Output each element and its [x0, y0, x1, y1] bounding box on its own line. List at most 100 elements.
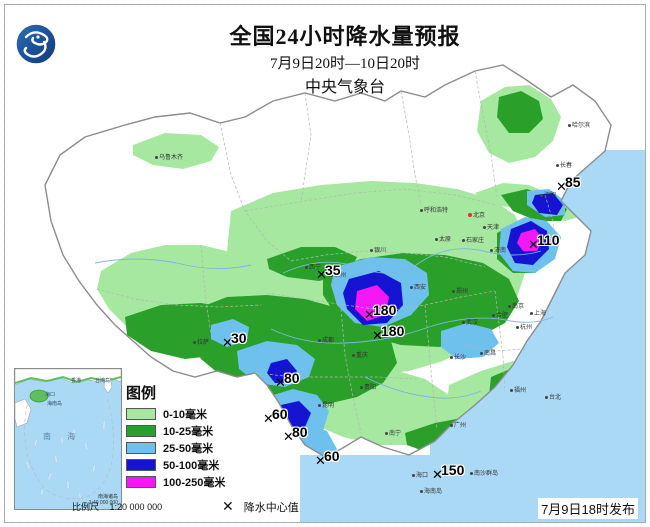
city-name: 昆明	[322, 403, 335, 409]
city-name: 成都	[322, 338, 335, 344]
title-block: 全国24小时降水量预报 7月9日20时—10日20时 中央气象台	[180, 22, 510, 100]
city-dot-icon	[450, 355, 453, 359]
precip-center-marker-icon: ✕	[364, 307, 375, 322]
city-dot-icon	[412, 473, 415, 477]
precip-center-value: 180	[373, 302, 397, 318]
issuing-organization: 中央气象台	[304, 79, 385, 96]
precip-center-value: 150	[441, 462, 465, 478]
legend-item: 100-250毫米	[126, 474, 225, 489]
map-scale: 比例尺 1:20 000 000	[72, 500, 162, 513]
precip-center-legend-label: 降水中心值	[243, 501, 299, 514]
city-dot-icon	[492, 313, 495, 317]
scale-label: 比例尺	[72, 502, 100, 512]
precip-center-legend: ✕ 降水中心值	[222, 498, 299, 515]
city-name: 南沙群岛	[474, 471, 499, 477]
city-dot-icon	[556, 163, 559, 167]
inset-place-label: 台湾岛	[95, 378, 111, 384]
precip-center-value: 180	[381, 323, 405, 339]
city-label: 哈尔滨	[568, 120, 590, 129]
city-dot-icon	[360, 385, 363, 389]
inset-place-label: 海口	[45, 392, 56, 398]
city-dot-icon	[370, 248, 373, 252]
city-label: 兰州	[330, 270, 346, 279]
precip-center-value: 80	[284, 370, 300, 386]
city-dot-icon	[318, 403, 321, 407]
city-name: 太原	[439, 237, 452, 243]
city-dot-icon	[420, 489, 423, 493]
city-label: 贵阳	[360, 382, 376, 391]
precip-center-marker-icon: ✕	[222, 498, 234, 514]
legend-item: 50-100毫米	[126, 457, 225, 472]
legend-label: 0-10毫米	[163, 408, 208, 421]
legend-swatch	[126, 424, 156, 437]
inset-title: 南海诸岛	[97, 494, 118, 500]
city-dot-icon	[305, 265, 308, 269]
page-title: 全国24小时降水量预报	[229, 24, 461, 49]
city-dot-icon	[450, 423, 453, 427]
legend-label: 50-100毫米	[163, 459, 220, 472]
city-name: 福州	[514, 388, 527, 394]
city-name: 乌鲁木齐	[159, 155, 184, 161]
precip-center-value: 80	[292, 424, 308, 440]
city-dot-icon	[510, 388, 513, 392]
city-name: 贵阳	[364, 385, 377, 391]
precip-center-value: 85	[565, 174, 581, 190]
city-label: 天津	[483, 222, 499, 231]
inset-place-label: 香港	[71, 378, 82, 384]
city-dot-icon	[318, 338, 321, 342]
city-name: 西宁	[309, 265, 322, 271]
legend-swatch	[126, 407, 156, 420]
city-name: 上海	[534, 311, 547, 317]
city-name: 长春	[560, 163, 573, 169]
city-dot-icon	[452, 289, 455, 293]
city-dot-icon	[385, 431, 388, 435]
city-name: 台北	[549, 395, 562, 401]
city-label: 太原	[435, 234, 451, 243]
city-label: 南昌	[480, 348, 496, 357]
precip-center-marker-icon: ✕	[372, 328, 383, 343]
city-name: 西安	[414, 285, 427, 291]
city-label: 杭州	[516, 322, 532, 331]
city-name: 天津	[487, 225, 500, 231]
inset-place-label: 海南岛	[47, 401, 63, 407]
precip-center-value: 110	[537, 232, 560, 248]
legend-items: 0-10毫米 10-25毫米 25-50毫米 50-100毫米 100-250毫米	[126, 406, 225, 489]
precipitation-map	[44, 64, 612, 458]
city-dot-icon	[530, 311, 533, 315]
forecast-period: 7月9日20时—10日20时	[269, 56, 420, 72]
legend-item: 25-50毫米	[126, 440, 225, 455]
city-label: 银川	[370, 245, 386, 254]
city-label: 武汉	[462, 317, 478, 326]
city-dot-icon	[490, 248, 493, 252]
city-label: 海南岛	[420, 486, 442, 495]
city-name: 杭州	[520, 325, 533, 331]
precip-center-marker-icon: ✕	[528, 237, 539, 252]
city-name: 兰州	[334, 273, 347, 279]
city-name: 呼和浩特	[424, 208, 449, 214]
city-label: 郑州	[452, 286, 468, 295]
city-label: 沈阳	[540, 190, 556, 199]
city-label: 济南	[490, 245, 506, 254]
precip-center-marker-icon: ✕	[263, 411, 274, 426]
city-label: 合肥	[492, 310, 508, 319]
city-name: 拉萨	[197, 340, 210, 346]
inset-caption: 南海诸岛 1:40 000 000	[89, 494, 118, 506]
inset-sea-label: 南 海	[43, 432, 83, 441]
city-dot-icon	[155, 155, 158, 159]
city-name: 北京	[473, 213, 486, 219]
cma-logo	[14, 22, 58, 66]
city-dot-icon	[545, 395, 548, 399]
city-label: 福州	[510, 385, 526, 394]
legend-swatch	[126, 441, 156, 454]
city-name: 济南	[494, 248, 507, 254]
city-dot-icon	[462, 320, 465, 324]
city-dot-icon	[516, 325, 519, 329]
precip-center-marker-icon: ✕	[432, 467, 443, 482]
city-label: 北京	[468, 210, 485, 219]
legend-swatch	[126, 475, 156, 488]
city-name: 哈尔滨	[572, 123, 591, 129]
city-label: 长春	[556, 160, 572, 169]
scale-value: 1:20 000 000	[109, 502, 163, 512]
city-dot-icon	[470, 471, 473, 475]
